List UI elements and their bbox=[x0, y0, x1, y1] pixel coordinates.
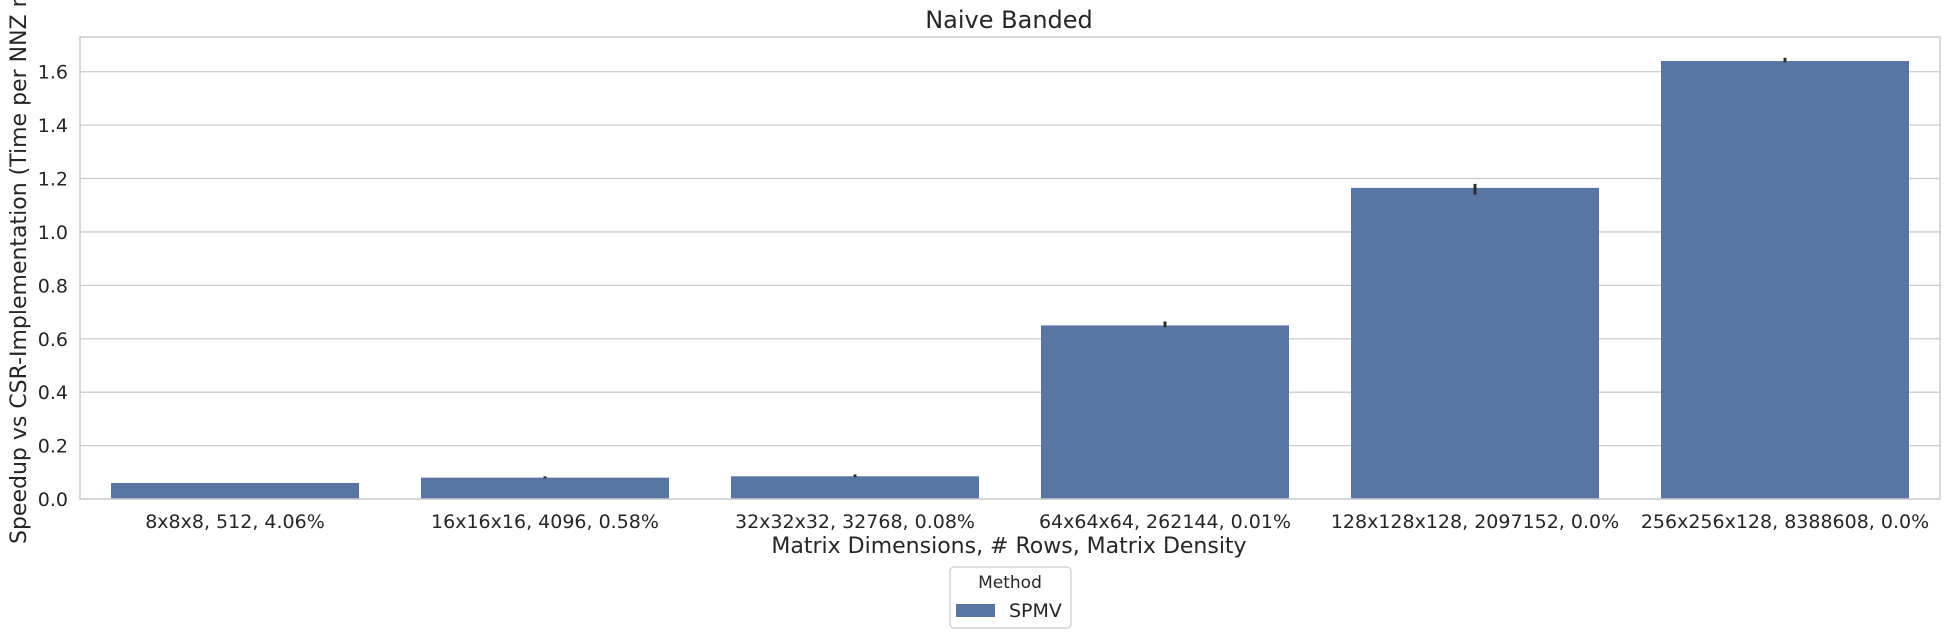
x-tick-label: 256x256x128, 8388608, 0.0% bbox=[1641, 511, 1929, 533]
error-bars bbox=[543, 57, 1787, 479]
y-tick-labels: 0.0 0.2 0.4 0.6 0.8 1.0 1.2 1.4 1.6 bbox=[38, 62, 68, 511]
bar bbox=[731, 476, 979, 499]
bar bbox=[421, 477, 669, 499]
plot-frame bbox=[79, 36, 1941, 500]
bar bbox=[1661, 61, 1909, 500]
grid-lines bbox=[80, 71, 1940, 500]
legend-swatch bbox=[956, 604, 995, 617]
y-tick-label: 1.4 bbox=[38, 115, 68, 137]
bar bbox=[111, 482, 359, 499]
x-axis-title: Matrix Dimensions, # Rows, Matrix Densit… bbox=[771, 534, 1246, 559]
bar bbox=[1041, 325, 1289, 499]
y-tick-label: 1.0 bbox=[38, 222, 68, 244]
y-tick-label: 0.6 bbox=[38, 329, 68, 351]
y-tick-label: 1.2 bbox=[38, 169, 68, 191]
x-tick-label: 8x8x8, 512, 4.06% bbox=[145, 511, 325, 533]
y-tick-label: 0.4 bbox=[38, 382, 68, 404]
legend-title: Method bbox=[978, 573, 1042, 593]
y-tick-label: 0.0 bbox=[38, 489, 68, 511]
x-tick-label: 16x16x16, 4096, 0.58% bbox=[431, 511, 659, 533]
bars bbox=[111, 61, 1909, 500]
y-tick-label: 1.6 bbox=[38, 62, 68, 84]
x-tick-label: 32x32x32, 32768, 0.08% bbox=[735, 511, 975, 533]
legend: Method SPMV bbox=[949, 566, 1072, 629]
x-tick-labels: 8x8x8, 512, 4.06% 16x16x16, 4096, 0.58% 32… bbox=[145, 511, 1929, 533]
legend-label-spmv: SPMV bbox=[1009, 600, 1062, 622]
bar bbox=[1351, 187, 1599, 499]
x-tick-label: 128x128x128, 2097152, 0.0% bbox=[1331, 511, 1619, 533]
x-tick-label: 64x64x64, 262144, 0.01% bbox=[1039, 511, 1291, 533]
chart-title: Naive Banded bbox=[925, 6, 1093, 34]
y-axis-title: Speedup vs CSR-Implementation (Time per … bbox=[7, 0, 32, 544]
y-tick-label: 0.8 bbox=[38, 275, 68, 297]
y-tick-label: 0.2 bbox=[38, 436, 68, 458]
